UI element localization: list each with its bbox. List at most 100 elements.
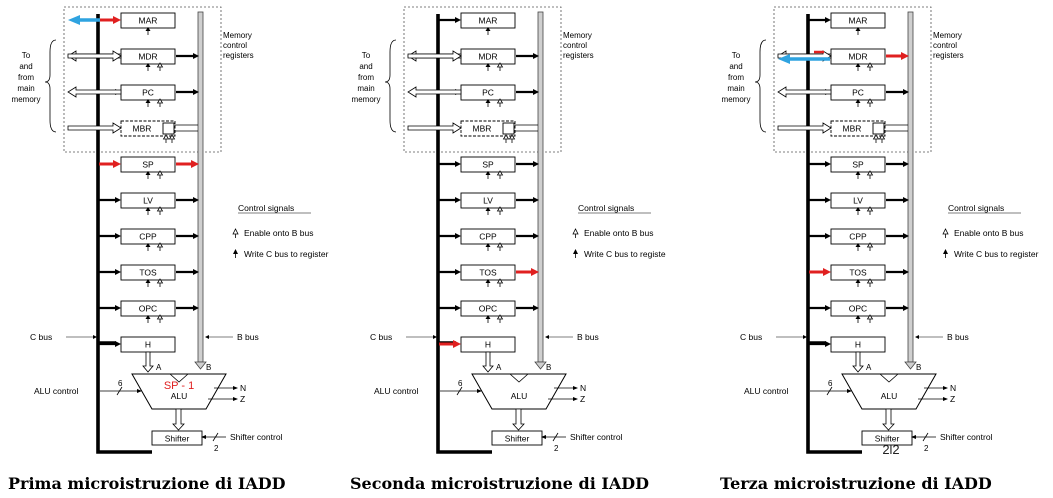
- memory-label-line: memory: [352, 95, 381, 104]
- shifter-control-label: Shifter control: [570, 432, 623, 442]
- write-c-arrowhead: [825, 17, 831, 23]
- register-sp: SP: [439, 156, 539, 179]
- enable-signal-arrow: [496, 206, 504, 212]
- register-lv: LV: [809, 192, 909, 215]
- read-b-arrowhead: [533, 161, 539, 167]
- memory-registers-label-line: Memory: [933, 31, 962, 40]
- register-cpp: CPP: [809, 228, 909, 251]
- shifter-control-label: Shifter control: [940, 432, 993, 442]
- write-c-arrowhead: [825, 197, 831, 203]
- register-tos: TOS: [439, 264, 539, 287]
- write-signal-arrow: [485, 207, 491, 211]
- read-b-arrowhead: [903, 197, 909, 203]
- memory-data-arrowhead: [778, 54, 790, 64]
- memory-label-line: memory: [12, 95, 41, 104]
- memory-label-line: main: [727, 84, 744, 93]
- enable-signal-arrow: [866, 62, 874, 68]
- write-legend-arrow-icon: [573, 249, 578, 254]
- read-b-arrowhead: [531, 268, 539, 276]
- alu-flag-z: Z: [240, 394, 245, 404]
- shifter-control-arrow: [541, 435, 546, 439]
- read-b-arrowhead: [903, 233, 909, 239]
- register-pc: PC: [67, 84, 199, 107]
- legend-write-c: Write C bus to register: [244, 249, 329, 259]
- control-signals-title: Control signals: [238, 203, 294, 213]
- shifter-control-arrow: [201, 435, 206, 439]
- register-lv: LV: [439, 192, 539, 215]
- register-name: PC: [482, 88, 494, 98]
- enable-signal-arrow: [156, 278, 164, 284]
- write-signal-arrow: [145, 63, 151, 67]
- write-c-arrowhead: [115, 305, 121, 311]
- register-name: MBR: [473, 124, 492, 134]
- alu-control-width: 6: [458, 379, 463, 388]
- memory-label-line: and: [729, 62, 742, 71]
- register-name: H: [485, 340, 491, 350]
- read-b-arrowhead: [533, 233, 539, 239]
- enable-signal-arrow: [866, 98, 874, 104]
- write-signal-arrow: [855, 207, 861, 211]
- register-name: CPP: [479, 232, 497, 242]
- control-signals-title: Control signals: [578, 203, 634, 213]
- read-b-arrowhead: [903, 269, 909, 275]
- alu-flag-z: Z: [950, 394, 955, 404]
- register-cpp: CPP: [99, 228, 199, 251]
- register-name: TOS: [139, 268, 157, 278]
- memory-registers-label-line: registers: [223, 51, 254, 60]
- register-name: MAR: [139, 16, 158, 26]
- write-signal-arrow: [145, 171, 151, 175]
- alu-annotation: SP - 1: [164, 380, 194, 392]
- alu-to-shifter-arrow: [882, 408, 895, 431]
- memory-registers-label-line: control: [223, 41, 247, 50]
- register-name: SP: [142, 160, 154, 170]
- alu-shape: [471, 373, 567, 410]
- write-c-arrowhead: [115, 341, 121, 347]
- register-mbr: MBR: [777, 120, 908, 143]
- enable-signal-arrow: [156, 314, 164, 320]
- h-to-alu-arrow: [482, 351, 494, 373]
- write-signal-arrow: [485, 63, 491, 67]
- write-signal-arrow: [145, 279, 151, 283]
- legend-enable-b: Enable onto B bus: [584, 228, 653, 238]
- alu-input-b: B: [916, 363, 921, 372]
- memory-brace: [384, 39, 397, 133]
- memory-registers-label-line: Memory: [563, 31, 592, 40]
- register-opc: OPC: [99, 300, 199, 323]
- write-signal-arrow: [485, 27, 491, 31]
- read-b-arrowhead: [901, 52, 909, 60]
- enable-signal-arrow: [872, 134, 880, 140]
- register-h: H: [99, 336, 176, 353]
- enable-signal-arrow: [162, 134, 170, 140]
- alu-shape: [841, 373, 937, 410]
- alu-flag-z-arrow: [943, 397, 948, 401]
- memory-registers-label-line: registers: [563, 51, 594, 60]
- register-name: LV: [143, 196, 153, 206]
- write-signal-arrow: [145, 243, 151, 247]
- alu-label: ALU: [171, 391, 188, 401]
- memory-label-line: from: [358, 73, 374, 82]
- memory-in-arrow: [67, 122, 122, 134]
- enable-signal-arrow: [168, 134, 176, 140]
- alu-flag-z-arrow: [233, 397, 238, 401]
- enable-signal-arrow: [496, 98, 504, 104]
- register-pc: PC: [777, 84, 909, 107]
- legend-write-c: Write C bus to register: [954, 249, 1039, 259]
- register-name: LV: [483, 196, 493, 206]
- alu-flag-n: N: [240, 383, 246, 393]
- write-signal-arrow: [855, 63, 861, 67]
- register-box: [120, 120, 176, 137]
- memory-in-arrow: [777, 122, 832, 134]
- write-legend-arrow-icon: [233, 249, 238, 254]
- memory-label-line: and: [359, 62, 372, 71]
- register-name: TOS: [479, 268, 497, 278]
- alu-control-label: ALU control: [34, 386, 79, 396]
- memory-control-box: [773, 6, 932, 153]
- alu-flag-n: N: [950, 383, 956, 393]
- b-bus-label: B bus: [577, 332, 599, 342]
- read-b-arrowhead: [193, 89, 199, 95]
- alu-control-arrow: [137, 389, 142, 393]
- write-signal-arrow: [855, 315, 861, 319]
- b-bus-arrowhead: [904, 361, 917, 370]
- write-legend-arrow-icon: [943, 249, 948, 254]
- alu-input-a: A: [496, 363, 502, 372]
